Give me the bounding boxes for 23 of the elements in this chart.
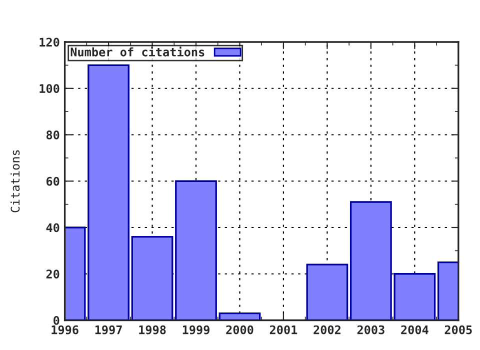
y-axis-title: Citations	[10, 150, 20, 212]
y-tick-label: 20	[46, 270, 60, 279]
x-tick-label: 1997	[95, 325, 122, 334]
y-tick-label: 40	[46, 223, 60, 232]
x-tick-label: 2003	[357, 325, 384, 334]
x-tick-label: 2000	[226, 325, 254, 334]
x-tick-label: 1999	[182, 325, 210, 334]
bar	[175, 180, 217, 320]
y-tick-label: 60	[46, 176, 60, 186]
bar	[131, 236, 174, 320]
y-tick-label: 100	[40, 84, 60, 94]
x-tick-label: 2005	[444, 325, 472, 334]
bar	[306, 264, 348, 320]
y-tick-label: 80	[46, 130, 60, 140]
y-tick-label: 0	[54, 316, 60, 325]
legend-label: Number of citations	[70, 46, 204, 56]
x-tick-label: 2002	[314, 325, 340, 334]
x-tick-label: 1998	[139, 325, 166, 334]
x-tick-label: 1996	[52, 325, 78, 334]
x-tick-label: 2001	[270, 325, 298, 334]
bar	[218, 312, 261, 320]
y-tick-label: 120	[40, 38, 60, 47]
x-tick-label: 2004	[401, 325, 428, 334]
